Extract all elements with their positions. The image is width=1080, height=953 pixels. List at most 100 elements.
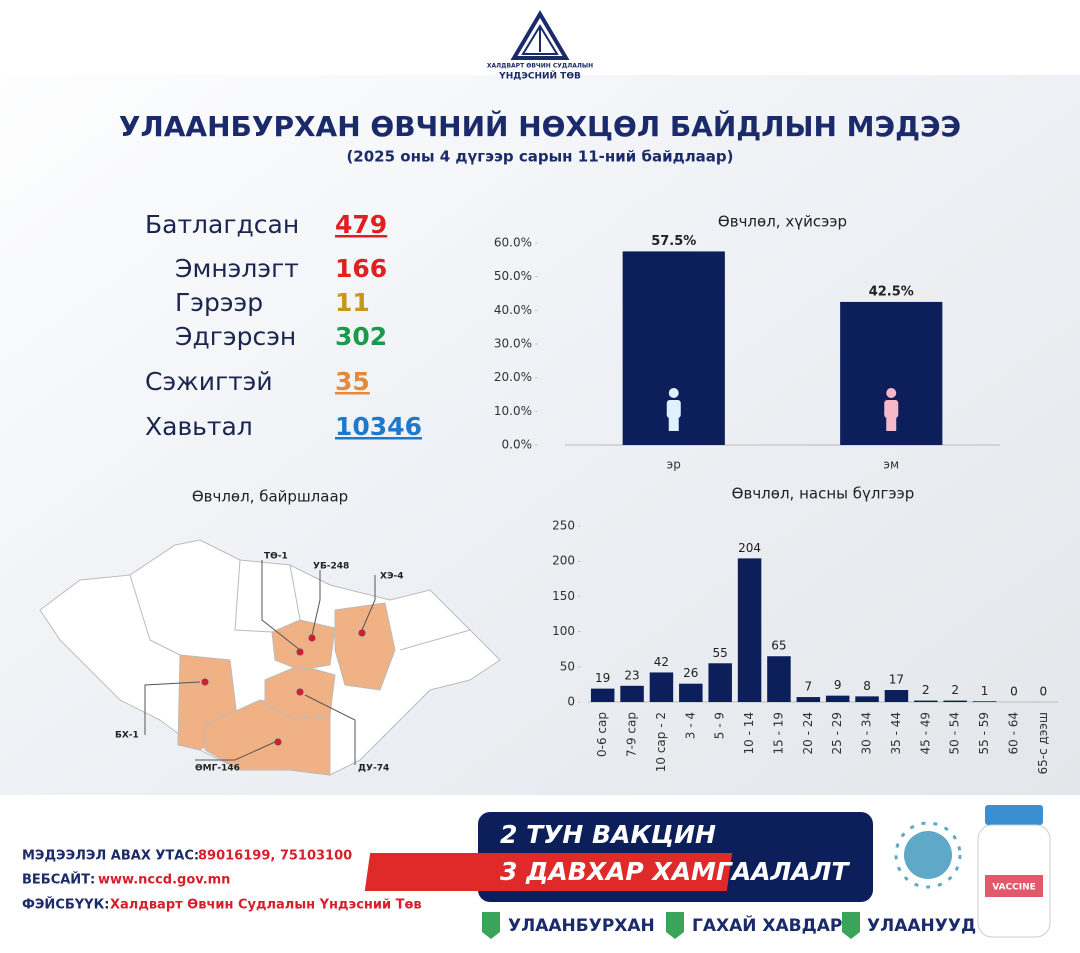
y-tick-label: 50.0% — [494, 269, 532, 283]
bar — [796, 697, 821, 702]
x-tick-label: 10 - 14 — [742, 712, 756, 755]
logo — [510, 10, 570, 60]
stat-value: 166 — [335, 254, 387, 283]
x-tick-label: 10 сар - 2 — [654, 712, 668, 772]
x-tick-label: 3 - 4 — [683, 712, 697, 739]
value-label: 204 — [738, 541, 761, 555]
bar — [767, 656, 791, 702]
bottle-label: VACCINE — [992, 883, 1036, 893]
value-label: 8 — [863, 679, 871, 693]
leader-lines — [144, 560, 376, 765]
y-tick-label: 0 — [567, 695, 575, 709]
vaccine-bottle — [977, 805, 1051, 938]
footer-label: ВЕБСАЙТ: — [22, 872, 95, 888]
stat-label: Сэжигтэй — [145, 367, 273, 396]
map-label: ӨМГ-146 — [195, 764, 240, 774]
x-tick-label: 60 - 64 — [1006, 712, 1020, 755]
value-label: 65 — [771, 639, 786, 653]
bar — [825, 695, 850, 702]
banner-red — [364, 853, 733, 891]
person-icon — [886, 388, 897, 398]
x-tick-label: 35 - 44 — [889, 712, 903, 755]
y-tick-label: 10.0% — [494, 404, 532, 418]
bar — [914, 700, 938, 702]
y-tick-label: 50 — [560, 659, 575, 673]
map-label: ХЭ-4 — [380, 572, 404, 582]
x-tick-label: 5 - 9 — [713, 712, 727, 739]
map-label: УБ-248 — [313, 562, 349, 572]
y-tick-label: 100 — [552, 624, 575, 638]
stat-label: Хавьтал — [145, 412, 253, 441]
bar — [649, 672, 674, 702]
stat-value: 10346 — [335, 412, 422, 441]
map — [39, 539, 501, 776]
person-icon — [668, 418, 679, 431]
stat-value: 11 — [335, 288, 370, 317]
x-tick-label: 0-6 сар — [595, 712, 609, 757]
bar — [679, 683, 703, 702]
virus-icon — [894, 821, 962, 889]
map-label: ТӨ-1 — [264, 552, 288, 562]
value-label: 0 — [1010, 685, 1018, 699]
banner-line1: 2 ТУН ВАКЦИН — [500, 820, 716, 849]
y-tick-label: 0.0% — [502, 438, 533, 452]
check-label: ГАХАЙ ХАВДАР — [692, 914, 842, 936]
check-icons — [482, 912, 860, 939]
banner-line2: 3 ДАВХАР ХАМГААЛАЛТ — [500, 857, 850, 886]
logo-line1: ХАЛДВАРТ ӨВЧИН СУДЛАЛЫН — [487, 63, 593, 70]
value-label: 1 — [981, 684, 989, 698]
value-label: 9 — [834, 678, 842, 692]
x-tick-label: эм — [883, 458, 899, 472]
stat-label: Эдгэрсэн — [175, 322, 296, 351]
bar — [737, 558, 762, 702]
bar — [620, 685, 644, 702]
value-label: 42 — [654, 655, 669, 669]
x-tick-label: 65-с дээш — [1036, 712, 1050, 774]
y-tick-label: 150 — [552, 589, 575, 603]
value-label: 23 — [624, 668, 639, 682]
value-label: 19 — [595, 671, 610, 685]
y-tick-label: 200 — [552, 554, 575, 568]
value-label: 42.5% — [869, 284, 914, 299]
value-label: 26 — [683, 666, 698, 680]
x-tick-label: 15 - 19 — [771, 712, 785, 755]
map-title: Өвчлөл, байршлаар — [192, 488, 348, 506]
value-label: 7 — [804, 680, 812, 694]
check-label: УЛААНУУД — [867, 916, 976, 936]
person-icon — [886, 418, 897, 431]
person-icon — [884, 400, 899, 418]
y-tick-label: 30.0% — [494, 337, 532, 351]
map-label: ДУ-74 — [358, 764, 389, 774]
bar — [708, 663, 732, 702]
subtitle: (2025 оны 4 дүгээр сарын 11-ний байдлаар… — [346, 148, 733, 166]
y-tick-label: 40.0% — [494, 303, 532, 317]
check-label: УЛААНБУРХАН — [508, 916, 655, 936]
value-label: 0 — [1039, 685, 1047, 699]
stat-label: Гэрээр — [175, 288, 263, 317]
footer-web[interactable]: www.nccd.gov.mn — [98, 873, 230, 888]
x-tick-label: 25 - 29 — [830, 712, 844, 755]
value-label: 2 — [922, 683, 930, 697]
x-tick-label: 30 - 34 — [860, 712, 874, 755]
value-label: 57.5% — [651, 234, 696, 249]
value-label: 17 — [889, 673, 904, 687]
stat-value: 302 — [335, 322, 387, 351]
map-label: БХ-1 — [115, 731, 139, 741]
logo-line2: ҮНДЭСНИЙ ТӨВ — [498, 70, 581, 82]
stat-label: Батлагдсан — [145, 210, 299, 239]
stat-value: 479 — [335, 210, 387, 239]
value-label: 55 — [713, 646, 728, 660]
bar — [972, 701, 997, 702]
title: УЛААНБУРХАН ӨВЧНИЙ НӨХЦӨЛ БАЙДЛЫН МЭДЭЭ — [119, 109, 961, 143]
bar — [943, 700, 967, 702]
x-tick-label: 55 - 59 — [977, 712, 991, 755]
x-tick-label: эр — [667, 458, 681, 472]
y-tick-label: 60.0% — [494, 236, 532, 250]
footer-phones: 89016199, 75103100 — [198, 849, 352, 864]
chart-title: Өвчлөл, насны бүлгээр — [732, 485, 915, 503]
person-icon — [666, 400, 681, 418]
x-tick-label: 50 - 54 — [948, 712, 962, 755]
stat-label: Эмнэлэгт — [175, 254, 299, 283]
x-tick-label: 7-9 сар — [625, 712, 639, 757]
